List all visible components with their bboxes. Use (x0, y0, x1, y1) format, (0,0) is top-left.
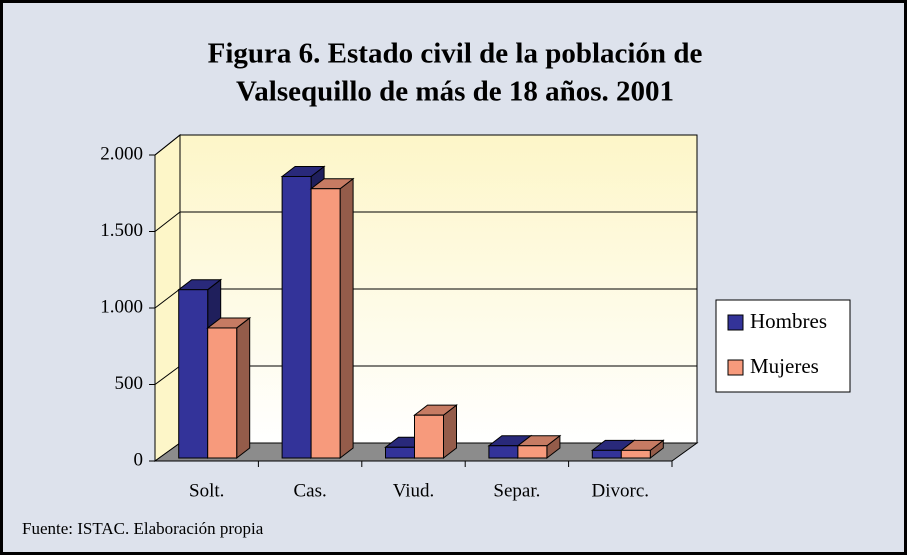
bar-side (236, 316, 251, 460)
source-note: Fuente: ISTAC. Elaboración propia (22, 519, 264, 538)
y-tick-label: 1.500 (100, 220, 143, 241)
y-tick-label: 1.000 (100, 296, 143, 317)
chart-title: Figura 6. Estado civil de la población d… (208, 38, 703, 70)
legend-swatch (727, 359, 744, 376)
x-tick-label: Cas. (293, 480, 326, 501)
grid-line (154, 134, 181, 156)
bar (413, 404, 458, 460)
bar-front (517, 445, 548, 459)
grid-line (154, 211, 181, 232)
legend-swatch (727, 314, 744, 331)
bar-front (385, 446, 415, 459)
bar (516, 434, 562, 460)
bar (309, 177, 355, 460)
legend-label: Mujeres (750, 354, 819, 378)
bar-front (591, 449, 622, 459)
bar-front (488, 445, 519, 459)
bar (206, 316, 252, 460)
x-tick-label: Separ. (493, 480, 540, 501)
grid-line (154, 365, 181, 385)
bar (619, 439, 665, 460)
y-tick-label: 500 (115, 373, 144, 394)
bar-front (207, 327, 238, 459)
bar-front (414, 414, 444, 459)
bar-front (178, 289, 209, 459)
x-tick-label: Divorc. (592, 480, 650, 501)
grid-line (154, 288, 181, 309)
x-tick-label: Solt. (189, 480, 224, 501)
y-tick-label: 0 (134, 449, 144, 470)
bar-front (281, 175, 312, 459)
bar-side (339, 177, 354, 460)
chart-title: Valsequillo de más de 18 años. 2001 (236, 76, 674, 108)
bar-front (310, 188, 341, 459)
x-tick-label: Viud. (393, 480, 435, 501)
y-tick-label: 2.000 (100, 143, 143, 164)
legend-label: Hombres (750, 309, 827, 333)
bar-front (620, 449, 651, 459)
